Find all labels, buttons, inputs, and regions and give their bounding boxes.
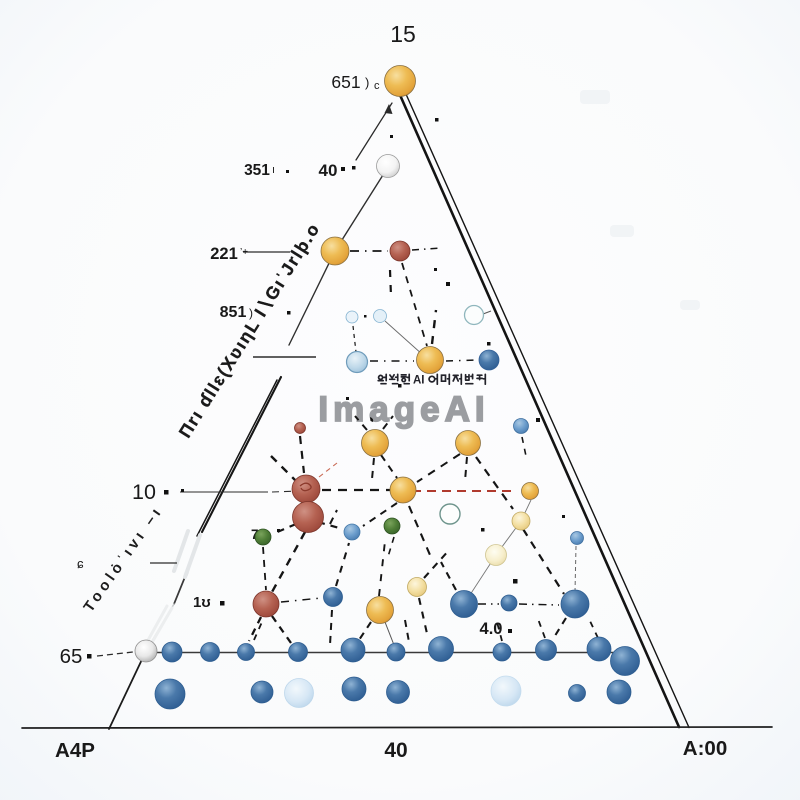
svg-text:): ) xyxy=(249,306,253,320)
svg-text:221: 221 xyxy=(210,245,238,263)
svg-text:c: c xyxy=(374,80,380,92)
svg-text:651: 651 xyxy=(331,72,360,92)
svg-text:7: 7 xyxy=(251,527,259,542)
svg-text:351: 351 xyxy=(244,162,270,179)
svg-text:A:00: A:00 xyxy=(683,737,727,760)
svg-text:ı: ı xyxy=(272,164,275,176)
svg-text:ImageAI: ImageAI xyxy=(318,390,489,429)
svg-text:851: 851 xyxy=(220,304,247,321)
svg-text:AI: AI xyxy=(413,375,425,387)
svg-text:10: 10 xyxy=(132,480,156,504)
svg-text:15: 15 xyxy=(390,21,416,47)
svg-text:65: 65 xyxy=(60,645,83,668)
svg-text:): ) xyxy=(365,75,369,90)
svg-text:ɕ: ɕ xyxy=(77,556,84,571)
svg-text:’+: ’+ xyxy=(240,247,248,258)
svg-text:A4P: A4P xyxy=(55,739,95,762)
svg-text:40: 40 xyxy=(384,739,407,762)
svg-text:1ʊ: 1ʊ xyxy=(193,594,211,611)
svg-text:40: 40 xyxy=(319,161,338,180)
